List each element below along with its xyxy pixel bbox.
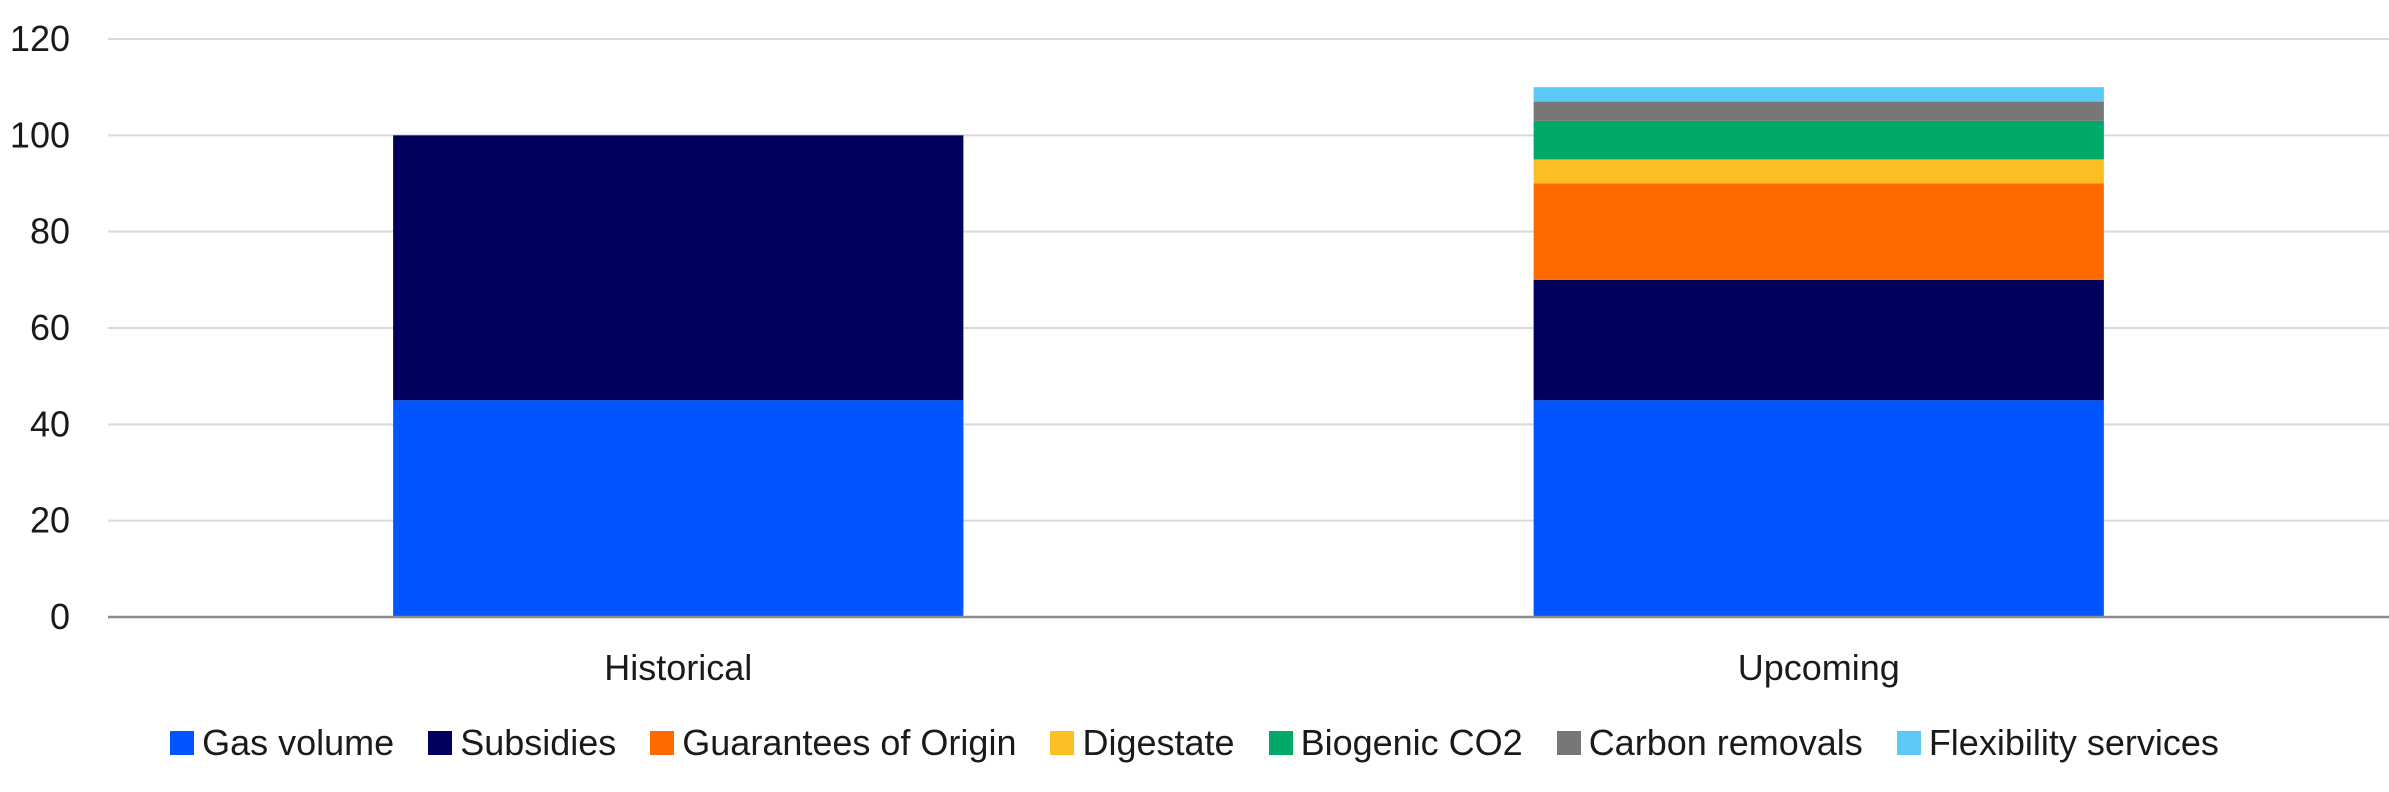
legend-item: Subsidies <box>428 722 616 764</box>
legend-label: Carbon removals <box>1588 722 1863 763</box>
legend-label: Subsidies <box>460 722 617 763</box>
legend: Gas volume Subsidies Guarantees of Origin D… <box>0 718 2389 768</box>
bars <box>393 87 2104 617</box>
y-tick-label: 0 <box>50 596 70 637</box>
legend-swatch <box>1896 731 1921 755</box>
bar-segment-digestate-upcoming <box>1533 159 2104 184</box>
y-tick-label: 60 <box>30 307 70 348</box>
legend-label: Digestate <box>1082 722 1235 763</box>
legend-label: Flexibility services <box>1928 722 2219 763</box>
x-category-label: Upcoming <box>1738 647 1900 688</box>
legend-label: Guarantees of Origin <box>682 722 1017 763</box>
x-category-label: Historical <box>604 647 752 688</box>
legend-swatch <box>650 731 675 755</box>
legend-label: Gas volume <box>202 722 395 763</box>
bar-segment-gas-volume-upcoming <box>1533 400 2104 617</box>
y-tick-label: 40 <box>30 403 70 444</box>
bar-segment-gas-volume-historical <box>393 400 964 617</box>
y-tick-label: 100 <box>10 114 70 155</box>
y-axis-tick-labels: 0 20 40 60 80 100 120 <box>10 18 70 637</box>
bar-segment-carbon-removals-upcoming <box>1533 101 2104 121</box>
bar-segment-biogenic-co2-upcoming <box>1533 120 2104 160</box>
y-tick-label: 20 <box>30 500 70 541</box>
y-tick-label: 120 <box>10 18 70 59</box>
bar-segment-subsidies-historical <box>393 135 964 401</box>
legend-item: Carbon removals <box>1556 722 1863 764</box>
x-axis-category-labels: Historical Upcoming <box>604 647 1900 688</box>
legend-swatch <box>1268 731 1293 755</box>
legend-item: Biogenic CO2 <box>1268 722 1523 764</box>
legend-swatch <box>428 731 453 755</box>
legend-item: Gas volume <box>170 722 394 764</box>
legend-swatch <box>1556 731 1581 755</box>
stacked-bar-chart: 0 20 40 60 80 100 120 Historical Upcoming <box>10 18 2389 688</box>
legend-item: Guarantees of Origin <box>650 722 1016 764</box>
legend-swatch <box>1050 731 1075 755</box>
bar-segment-guarantees-of-origin-upcoming <box>1533 183 2104 280</box>
legend-item: Flexibility services <box>1896 722 2219 764</box>
y-tick-label: 80 <box>30 211 70 252</box>
legend-label: Biogenic CO2 <box>1300 722 1523 763</box>
legend-swatch <box>170 731 195 755</box>
bar-segment-flexibility-services-upcoming <box>1533 87 2104 102</box>
legend-item: Digestate <box>1050 722 1235 764</box>
bar-segment-subsidies-upcoming <box>1533 279 2104 401</box>
